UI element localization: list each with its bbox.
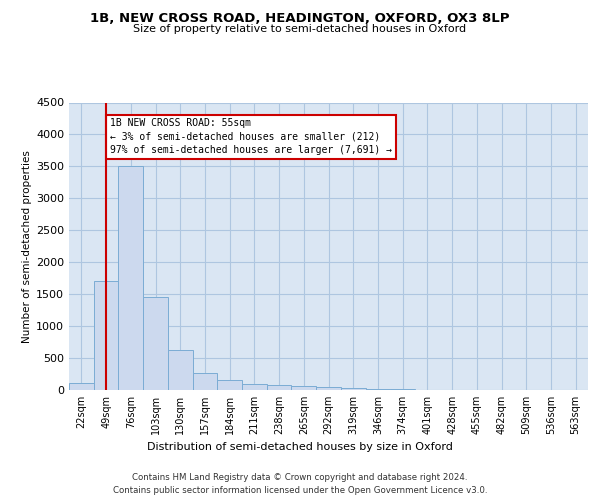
Bar — [193, 373, 217, 390]
Bar — [341, 388, 365, 390]
Bar — [69, 384, 94, 390]
Text: Distribution of semi-detached houses by size in Oxford: Distribution of semi-detached houses by … — [147, 442, 453, 452]
Text: Contains HM Land Registry data © Crown copyright and database right 2024.: Contains HM Land Registry data © Crown c… — [132, 472, 468, 482]
Text: Size of property relative to semi-detached houses in Oxford: Size of property relative to semi-detach… — [133, 24, 467, 34]
Bar — [316, 388, 341, 390]
Bar — [118, 166, 143, 390]
Bar — [365, 389, 390, 390]
Y-axis label: Number of semi-detached properties: Number of semi-detached properties — [22, 150, 32, 342]
Bar — [267, 385, 292, 390]
Text: 1B NEW CROSS ROAD: 55sqm
← 3% of semi-detached houses are smaller (212)
97% of s: 1B NEW CROSS ROAD: 55sqm ← 3% of semi-de… — [110, 118, 392, 155]
Bar — [143, 298, 168, 390]
Bar — [242, 384, 267, 390]
Bar — [292, 386, 316, 390]
Bar — [94, 282, 118, 390]
Text: 1B, NEW CROSS ROAD, HEADINGTON, OXFORD, OX3 8LP: 1B, NEW CROSS ROAD, HEADINGTON, OXFORD, … — [90, 12, 510, 26]
Text: Contains public sector information licensed under the Open Government Licence v3: Contains public sector information licen… — [113, 486, 487, 495]
Bar — [168, 350, 193, 390]
Bar — [217, 380, 242, 390]
